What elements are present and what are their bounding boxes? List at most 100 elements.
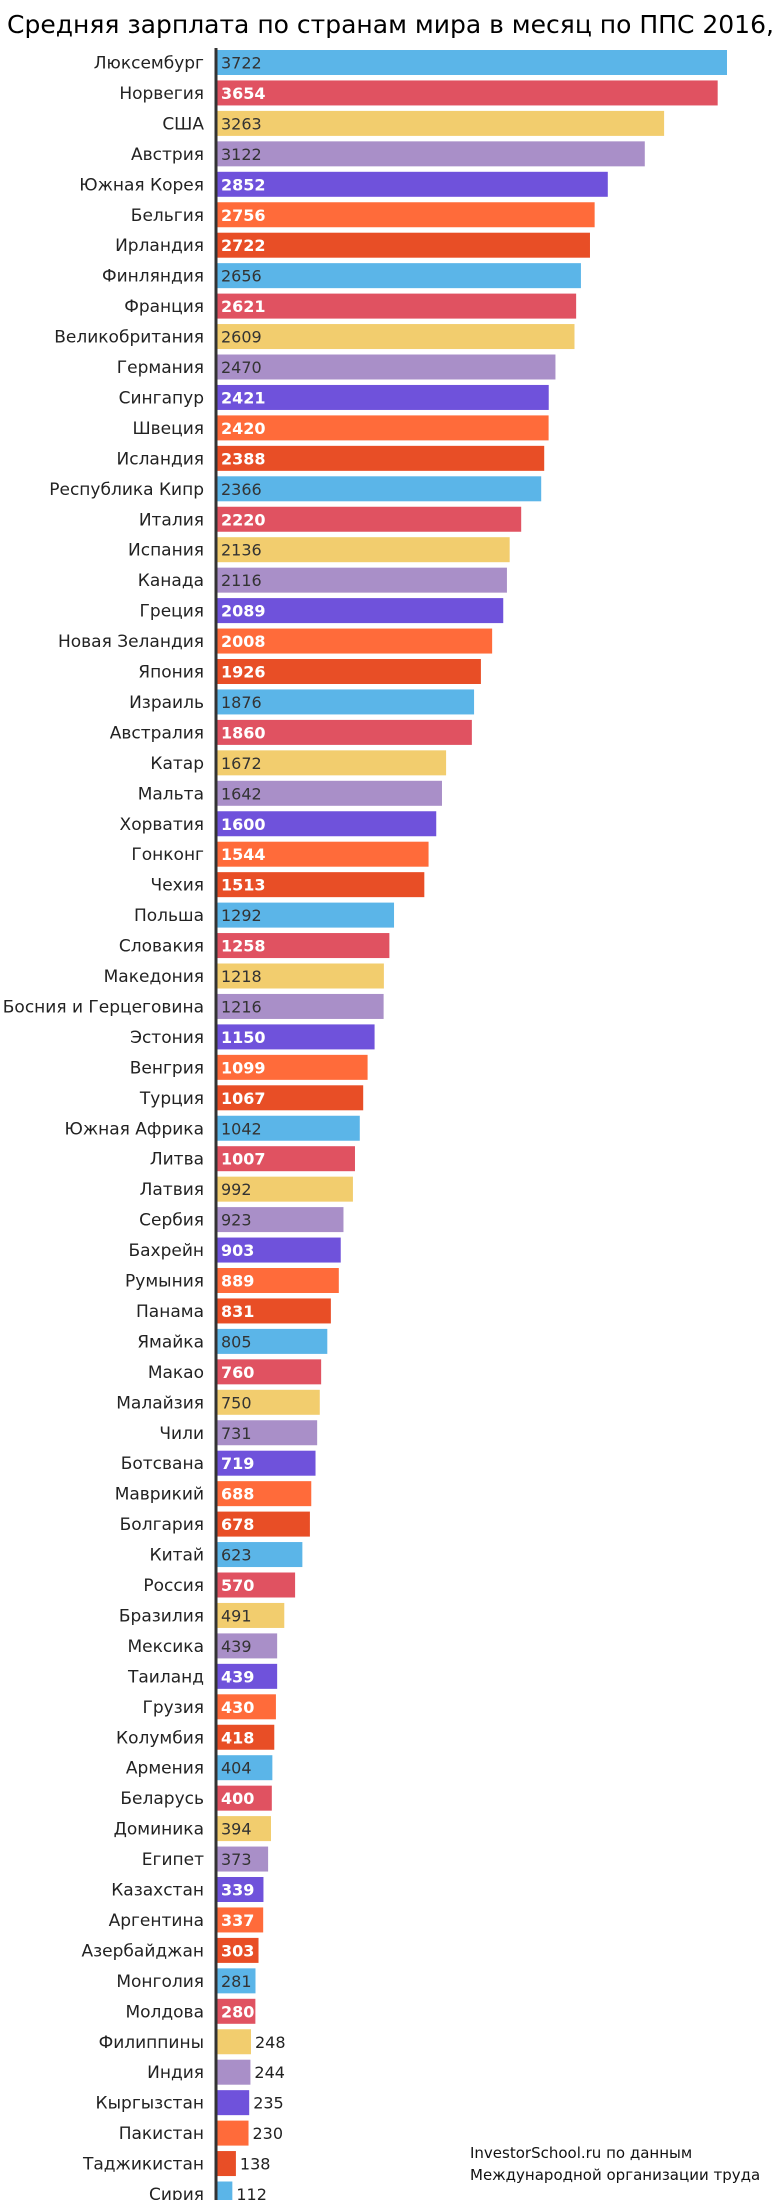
category-label: Гонконг	[131, 845, 204, 865]
value-label: 2388	[221, 449, 266, 468]
bar	[217, 2181, 233, 2200]
value-label: 1067	[221, 1089, 266, 1108]
category-label: Казахстан	[111, 1881, 204, 1901]
category-label: Египет	[142, 1850, 204, 1870]
bar	[217, 1846, 269, 1872]
category-label: Чехия	[151, 876, 204, 896]
bar	[217, 354, 556, 380]
value-label: 491	[221, 1606, 252, 1625]
value-label: 303	[221, 1941, 254, 1960]
value-label: 3654	[221, 84, 266, 103]
value-label: 339	[221, 1881, 254, 1900]
value-label: 3263	[221, 114, 262, 133]
category-label: Венгрия	[130, 1058, 204, 1078]
category-label: Малайзия	[116, 1393, 204, 1413]
bar	[217, 750, 447, 776]
chart-title: Средняя зарплата по странам мира в месяц…	[7, 10, 777, 39]
value-label: 1672	[221, 754, 262, 773]
bar	[217, 110, 665, 136]
value-label: 281	[221, 1972, 252, 1991]
value-label: 2722	[221, 236, 266, 255]
value-label: 1926	[221, 663, 266, 682]
category-label: Таджикистан	[82, 2155, 204, 2175]
category-label: Южная Африка	[64, 1119, 204, 1139]
value-label: 2089	[221, 602, 266, 621]
value-label: 688	[221, 1485, 254, 1504]
value-label: 2008	[221, 632, 266, 651]
bar	[217, 476, 542, 502]
category-label: Франция	[124, 297, 204, 317]
category-label: Италия	[139, 510, 204, 530]
value-label: 400	[221, 1789, 254, 1808]
category-label: Маврикий	[115, 1485, 204, 1505]
category-label: Сингапур	[119, 388, 204, 408]
category-label: Таиланд	[127, 1667, 204, 1687]
category-label: Ботсвана	[121, 1454, 204, 1474]
value-label: 3722	[221, 54, 262, 73]
bar	[217, 659, 481, 684]
category-label: Литва	[150, 1150, 204, 1170]
value-label: 244	[254, 2063, 285, 2082]
value-label: 2220	[221, 510, 266, 529]
value-label: 439	[221, 1637, 252, 1656]
category-label: Россия	[143, 1576, 204, 1596]
source-note-line-1: InvestorSchool.ru по данным	[470, 2144, 692, 2162]
category-label: Аргентина	[109, 1911, 204, 1931]
value-label: 992	[221, 1180, 252, 1199]
value-label: 2852	[221, 175, 266, 194]
bar	[217, 1968, 256, 1994]
category-label: Австрия	[131, 145, 204, 165]
bar	[217, 1176, 353, 1202]
bar	[217, 1481, 312, 1507]
category-label: Польша	[134, 906, 204, 926]
category-label: Австралия	[110, 723, 204, 743]
category-label: Южная Корея	[79, 175, 204, 195]
bar	[217, 1328, 328, 1354]
bar	[217, 1054, 368, 1080]
bar	[217, 811, 437, 837]
bar	[217, 1268, 339, 1293]
value-label: 1544	[221, 845, 266, 864]
value-label: 1216	[221, 997, 262, 1016]
value-label: 1642	[221, 784, 262, 803]
category-label: Эстония	[130, 1028, 204, 1048]
bar	[217, 1724, 275, 1750]
bar	[217, 1998, 256, 2024]
value-label: 2470	[221, 358, 262, 377]
value-label: 1292	[221, 906, 262, 925]
value-label: 230	[253, 2124, 284, 2143]
category-label: Молдова	[125, 2002, 204, 2022]
category-label: Румыния	[125, 1272, 204, 1292]
category-label: Чили	[159, 1424, 204, 1444]
value-label: 2420	[221, 419, 266, 438]
category-label: Бахрейн	[128, 1241, 204, 1261]
value-label: 889	[221, 1272, 254, 1291]
category-label: Япония	[138, 663, 204, 683]
bar	[217, 1785, 272, 1811]
bar	[217, 1602, 285, 1628]
value-label: 337	[221, 1911, 254, 1930]
bar	[217, 202, 595, 228]
bar	[217, 1937, 259, 1963]
bars-layer: Люксембург 3722 Норвегия 3654 США 3263 Австрия…	[3, 50, 727, 2200]
value-label: 731	[221, 1424, 252, 1443]
bar	[217, 1450, 316, 1476]
bar	[217, 1237, 341, 1263]
bar	[217, 506, 522, 532]
category-label: Монголия	[116, 1972, 204, 1992]
category-label: Босния и Герцеговина	[3, 997, 204, 1017]
category-label: Доминика	[114, 1820, 204, 1840]
category-label: Люксембург	[94, 54, 204, 74]
value-label: 1218	[221, 967, 262, 986]
category-label: Сербия	[139, 1211, 204, 1231]
bar	[217, 1024, 375, 1050]
value-label: 235	[253, 2094, 284, 2113]
bar	[217, 1663, 278, 1689]
category-label: Канада	[138, 571, 204, 591]
category-label: Колумбия	[116, 1728, 204, 1748]
category-label: Грузия	[142, 1698, 204, 1718]
bar	[217, 171, 608, 197]
bar	[217, 1420, 318, 1446]
category-label: Китай	[150, 1546, 205, 1566]
bar	[217, 1146, 355, 1172]
